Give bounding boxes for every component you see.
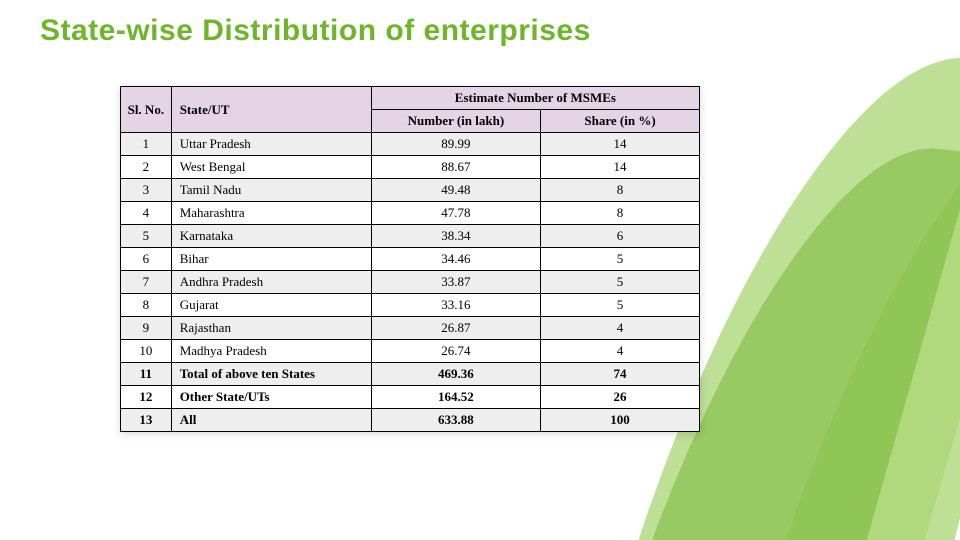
cell-share: 14 <box>541 156 700 179</box>
cell-number: 164.52 <box>371 386 540 409</box>
cell-number: 38.34 <box>371 225 540 248</box>
cell-number: 33.87 <box>371 271 540 294</box>
col-header-number: Number (in lakh) <box>371 110 540 133</box>
cell-state: Other State/UTs <box>171 386 371 409</box>
table-row: 3Tamil Nadu49.488 <box>121 179 700 202</box>
cell-slno: 12 <box>121 386 172 409</box>
decor-leaf-light <box>751 112 960 540</box>
cell-slno: 5 <box>121 225 172 248</box>
cell-slno: 11 <box>121 363 172 386</box>
cell-share: 8 <box>541 179 700 202</box>
cell-state: Andhra Pradesh <box>171 271 371 294</box>
cell-share: 74 <box>541 363 700 386</box>
cell-share: 8 <box>541 202 700 225</box>
msme-table-container: Sl. No. State/UT Estimate Number of MSME… <box>120 86 700 432</box>
cell-state: Rajasthan <box>171 317 371 340</box>
table-row: 10Madhya Pradesh26.744 <box>121 340 700 363</box>
cell-slno: 8 <box>121 294 172 317</box>
col-header-state: State/UT <box>171 87 371 133</box>
cell-slno: 6 <box>121 248 172 271</box>
cell-share: 5 <box>541 248 700 271</box>
table-row: 2West Bengal88.6714 <box>121 156 700 179</box>
cell-share: 5 <box>541 294 700 317</box>
cell-share: 6 <box>541 225 700 248</box>
cell-state: Total of above ten States <box>171 363 371 386</box>
table-row: 8Gujarat33.165 <box>121 294 700 317</box>
table-row: 12Other State/UTs164.5226 <box>121 386 700 409</box>
table-row: 11Total of above ten States469.3674 <box>121 363 700 386</box>
cell-state: All <box>171 409 371 432</box>
cell-number: 26.74 <box>371 340 540 363</box>
cell-slno: 13 <box>121 409 172 432</box>
cell-number: 49.48 <box>371 179 540 202</box>
cell-state: Madhya Pradesh <box>171 340 371 363</box>
msme-table: Sl. No. State/UT Estimate Number of MSME… <box>120 86 700 432</box>
cell-slno: 1 <box>121 133 172 156</box>
cell-number: 26.87 <box>371 317 540 340</box>
cell-number: 89.99 <box>371 133 540 156</box>
cell-share: 5 <box>541 271 700 294</box>
cell-state: Tamil Nadu <box>171 179 371 202</box>
cell-number: 33.16 <box>371 294 540 317</box>
cell-state: West Bengal <box>171 156 371 179</box>
table-row: 7Andhra Pradesh33.875 <box>121 271 700 294</box>
table-row: 13All633.88100 <box>121 409 700 432</box>
cell-number: 34.46 <box>371 248 540 271</box>
cell-slno: 9 <box>121 317 172 340</box>
table-body: 1Uttar Pradesh89.99142West Bengal88.6714… <box>121 133 700 432</box>
col-header-estimate: Estimate Number of MSMEs <box>371 87 699 110</box>
col-header-slno: Sl. No. <box>121 87 172 133</box>
cell-number: 469.36 <box>371 363 540 386</box>
page-title: State-wise Distribution of enterprises <box>40 14 591 48</box>
cell-slno: 4 <box>121 202 172 225</box>
cell-state: Maharashtra <box>171 202 371 225</box>
cell-slno: 10 <box>121 340 172 363</box>
cell-share: 26 <box>541 386 700 409</box>
cell-slno: 2 <box>121 156 172 179</box>
cell-slno: 7 <box>121 271 172 294</box>
cell-state: Bihar <box>171 248 371 271</box>
table-row: 4Maharashtra47.788 <box>121 202 700 225</box>
cell-state: Gujarat <box>171 294 371 317</box>
cell-number: 47.78 <box>371 202 540 225</box>
col-header-share: Share (in %) <box>541 110 700 133</box>
cell-number: 633.88 <box>371 409 540 432</box>
table-row: 1Uttar Pradesh89.9914 <box>121 133 700 156</box>
cell-state: Uttar Pradesh <box>171 133 371 156</box>
cell-share: 4 <box>541 317 700 340</box>
cell-slno: 3 <box>121 179 172 202</box>
table-row: 5Karnataka38.346 <box>121 225 700 248</box>
cell-share: 14 <box>541 133 700 156</box>
cell-state: Karnataka <box>171 225 371 248</box>
table-row: 9Rajasthan26.874 <box>121 317 700 340</box>
cell-number: 88.67 <box>371 156 540 179</box>
cell-share: 4 <box>541 340 700 363</box>
table-row: 6Bihar34.465 <box>121 248 700 271</box>
cell-share: 100 <box>541 409 700 432</box>
